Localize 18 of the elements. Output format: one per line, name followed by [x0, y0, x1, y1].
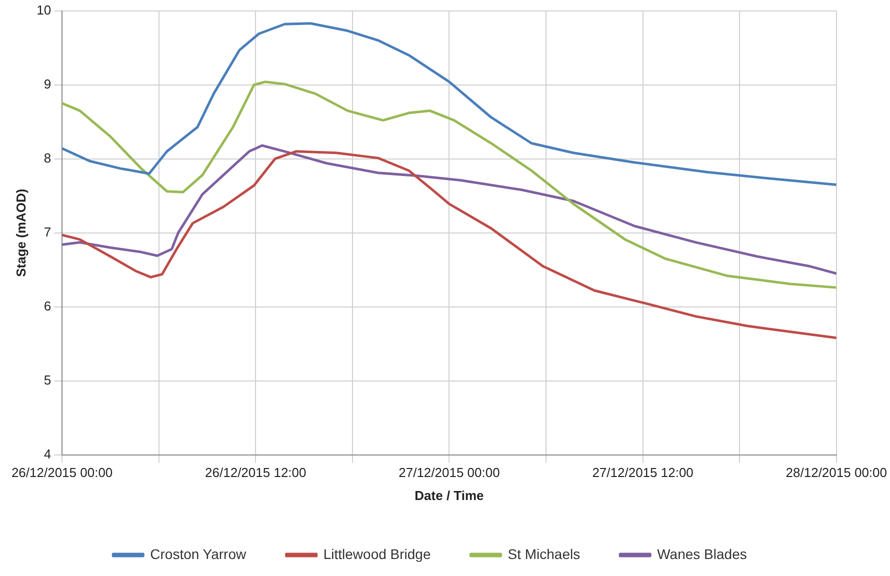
y-tick-label: 6 [44, 298, 52, 314]
x-tick-label: 27/12/2015 00:00 [398, 465, 500, 480]
y-tick-label: 8 [44, 150, 52, 166]
legend-label: Wanes Blades [657, 546, 747, 562]
x-axis-title: Date / Time [414, 488, 484, 503]
y-tick-label: 4 [44, 446, 52, 462]
legend-label: Croston Yarrow [150, 546, 247, 562]
x-tick-label: 28/12/2015 00:00 [786, 465, 888, 480]
legend-label: Littlewood Bridge [323, 546, 431, 562]
legend-label: St Michaels [508, 546, 580, 562]
y-axis-title: Stage (mAOD) [13, 188, 28, 277]
y-tick-label: 9 [44, 76, 52, 92]
x-tick-label: 26/12/2015 00:00 [11, 465, 113, 480]
x-tick-label: 26/12/2015 12:00 [205, 465, 306, 480]
x-tick-label: 27/12/2015 12:00 [592, 465, 694, 480]
y-tick-label: 5 [44, 372, 52, 388]
y-tick-label: 7 [44, 224, 52, 240]
y-tick-label: 10 [36, 2, 52, 18]
